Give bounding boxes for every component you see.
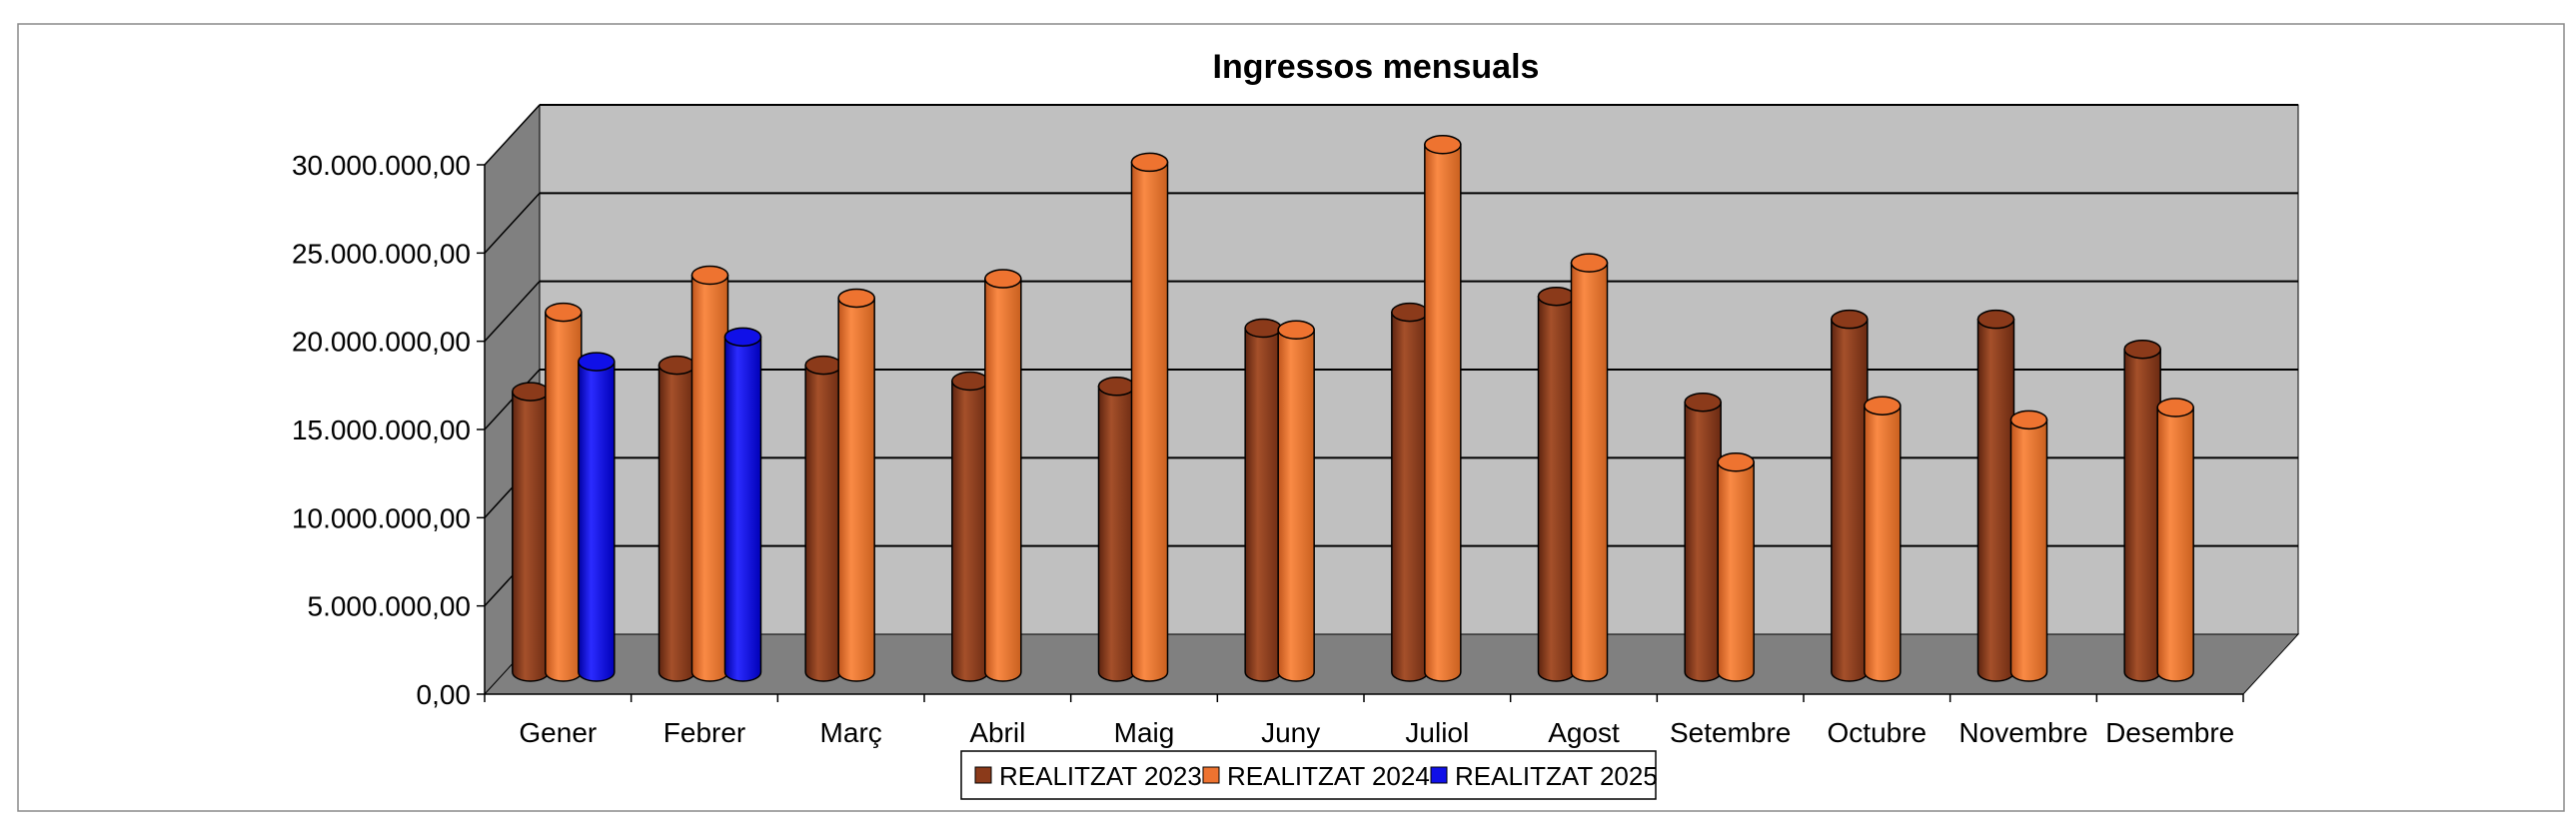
x-tick-label: Març xyxy=(820,717,882,748)
legend-swatch xyxy=(1430,766,1448,784)
bar xyxy=(723,327,762,682)
bar xyxy=(1864,396,1902,682)
x-tick-label: Agost xyxy=(1548,717,1620,748)
x-axis: Gener Febrer Març Abril Maig Juny Juliol Agost S… xyxy=(484,693,2244,748)
bar xyxy=(2009,410,2048,682)
gridline-side xyxy=(484,281,541,343)
bar xyxy=(657,355,696,682)
bar xyxy=(2123,339,2161,682)
x-tick-label: Novembre xyxy=(1958,717,2087,748)
y-tick-label: 30.000.000,00 xyxy=(292,150,471,181)
bar xyxy=(1424,135,1462,682)
bar xyxy=(1976,309,2015,682)
bar xyxy=(837,288,875,682)
bar xyxy=(2156,398,2194,682)
bar xyxy=(804,355,842,682)
bar xyxy=(1244,318,1282,682)
bar xyxy=(690,265,729,682)
legend: REALITZAT 2023 REALITZAT 2024 REALITZAT 20… xyxy=(960,750,1658,800)
x-tick-label: Maig xyxy=(1114,717,1175,748)
x-tick-label: Abril xyxy=(969,717,1025,748)
x-tick-label: Octubre xyxy=(1828,717,1928,748)
bar xyxy=(512,382,550,682)
x-tick-label: Juny xyxy=(1261,717,1320,748)
x-tick-label: Desembre xyxy=(2105,717,2234,748)
bar xyxy=(1684,392,1722,682)
legend-box xyxy=(960,750,1657,800)
bars xyxy=(512,135,2194,682)
legend-label: REALITZAT 2025 xyxy=(1455,761,1658,791)
bar xyxy=(951,371,989,682)
y-axis: 0,00 5.000.000,00 10.000.000,00 15.000.000,… xyxy=(292,150,486,710)
bar xyxy=(1130,152,1169,682)
x-tick-label: Setembre xyxy=(1670,717,1791,748)
y-tick-label: 15.000.000,00 xyxy=(292,415,471,445)
bar xyxy=(578,352,616,682)
x-tick-label: Gener xyxy=(519,717,597,748)
bar xyxy=(1391,302,1429,682)
bar xyxy=(1277,320,1315,682)
legend-label: REALITZAT 2023 xyxy=(999,761,1202,791)
x-tick-label: Juliol xyxy=(1405,717,1469,748)
bar xyxy=(984,269,1022,682)
y-tick-label: 0,00 xyxy=(417,679,472,710)
legend-swatch xyxy=(974,766,992,784)
y-tick-label: 20.000.000,00 xyxy=(292,327,471,358)
bar xyxy=(1717,452,1755,682)
chart-title: Ingressos mensuals xyxy=(1213,48,1540,86)
y-tick-label: 25.000.000,00 xyxy=(292,238,471,269)
bar xyxy=(1570,253,1609,682)
bar xyxy=(1537,286,1576,682)
bar xyxy=(1831,309,1869,682)
gridline-side xyxy=(484,192,541,254)
bar xyxy=(545,302,583,682)
legend-label: REALITZAT 2024 xyxy=(1227,761,1430,791)
gridline-side xyxy=(484,104,541,166)
bar xyxy=(1097,377,1136,682)
x-tick-label: Febrer xyxy=(663,717,745,748)
y-tick-label: 10.000.000,00 xyxy=(292,502,471,533)
legend-swatch xyxy=(1202,766,1220,784)
y-tick-label: 5.000.000,00 xyxy=(308,591,472,622)
